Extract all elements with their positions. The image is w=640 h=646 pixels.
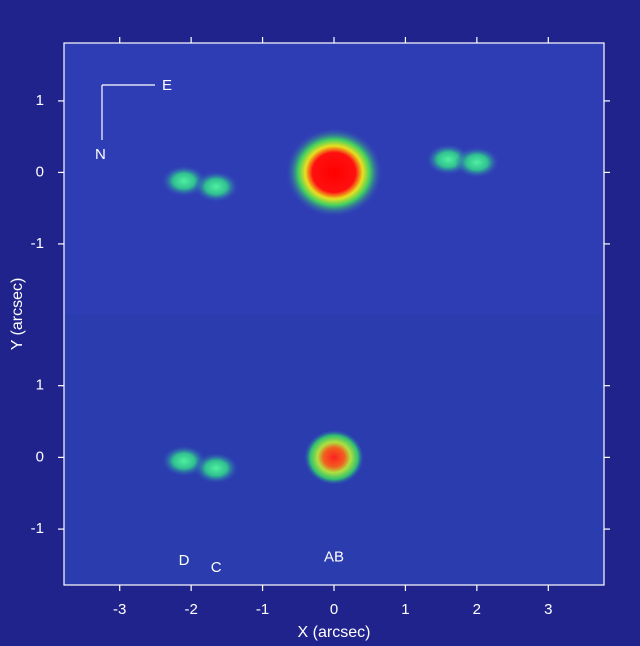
y-tick-label: 1 (36, 377, 44, 394)
x-axis-label: X (arcsec) (298, 624, 371, 641)
x-tick-label: -2 (184, 601, 197, 618)
y-tick-label: -1 (31, 520, 44, 537)
source (286, 128, 382, 216)
source-label: D (179, 552, 190, 569)
x-tick-label: -3 (113, 601, 126, 618)
x-tick-label: 0 (330, 601, 338, 618)
x-tick-label: -1 (256, 601, 269, 618)
source-label: C (211, 559, 222, 576)
x-tick-label: 2 (473, 601, 481, 618)
source (455, 147, 499, 178)
source (304, 430, 364, 485)
source (194, 171, 238, 202)
y-tick-label: 0 (36, 448, 44, 465)
y-tick-label: -1 (31, 235, 44, 252)
y-tick-label: 0 (36, 163, 44, 180)
x-tick-label: 1 (401, 601, 409, 618)
compass-east: E (162, 77, 172, 94)
figure: E N X (arcsec) Y (arcsec) 1 0 -1 1 0 -1 -3 -2 -1… (0, 0, 640, 646)
x-tick-label: 3 (544, 601, 552, 618)
y-tick-label: 1 (36, 92, 44, 109)
source (194, 453, 238, 484)
y-axis-label: Y (arcsec) (9, 278, 26, 351)
source-label: AB (324, 548, 344, 565)
compass-north: N (95, 146, 106, 163)
